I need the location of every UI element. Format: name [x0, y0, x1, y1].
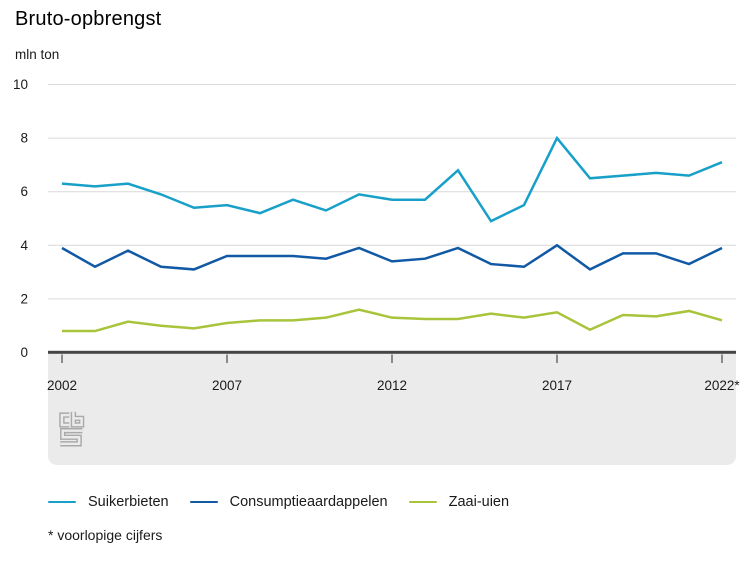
- legend-label: Suikerbieten: [88, 494, 169, 510]
- x-tick-label: 2017: [542, 378, 572, 393]
- y-axis-labels: 0 2 4 6 8 10: [13, 77, 29, 360]
- legend-label: Zaai-uien: [448, 494, 510, 510]
- y-tick-label: 4: [20, 238, 28, 253]
- x-tick-label: 2002: [47, 378, 77, 393]
- line-chart: 0 2 4 6 8 10 2002 2007 2012 2017 2022*: [13, 77, 740, 465]
- x-axis-labels: 2002 2007 2012 2017 2022*: [47, 378, 740, 393]
- series-lines: [61, 135, 723, 333]
- legend-item-suikerbieten[interactable]: Suikerbieten: [48, 494, 169, 510]
- gridlines: [48, 84, 736, 300]
- x-tick-label: 2007: [212, 378, 242, 393]
- line-swatch-icon: [48, 500, 76, 504]
- series-line-consumptieaardappelen: [61, 243, 723, 271]
- x-axis-line: [48, 350, 736, 354]
- legend-item-consumptieaardappelen[interactable]: Consumptieaardappelen: [189, 494, 388, 510]
- legend: Suikerbieten Consumptieaardappelen Zaai-…: [48, 494, 509, 510]
- y-axis-unit-label: mln ton: [15, 47, 60, 62]
- y-tick-label: 8: [20, 131, 28, 146]
- y-tick-label: 0: [20, 345, 28, 360]
- y-tick-label: 10: [13, 77, 28, 92]
- y-tick-label: 2: [20, 291, 28, 306]
- x-tick-label: 2012: [377, 378, 407, 393]
- cbs-logo-icon: [59, 411, 85, 447]
- x-tick-label: 2022*: [704, 378, 740, 393]
- x-axis-band: [48, 353, 736, 465]
- legend-label: Consumptieaardappelen: [229, 494, 388, 510]
- series-line-zaai-uien: [62, 308, 723, 333]
- line-swatch-icon: [408, 500, 437, 504]
- legend-item-zaai-uien[interactable]: Zaai-uien: [408, 494, 510, 510]
- y-tick-label: 6: [20, 184, 28, 199]
- x-axis-ticks: [61, 354, 723, 363]
- series-line-suikerbieten: [61, 135, 723, 223]
- footnote: * voorlopige cijfers: [48, 527, 163, 543]
- line-swatch-icon: [189, 500, 218, 504]
- page-title: Bruto-opbrengst: [15, 8, 162, 30]
